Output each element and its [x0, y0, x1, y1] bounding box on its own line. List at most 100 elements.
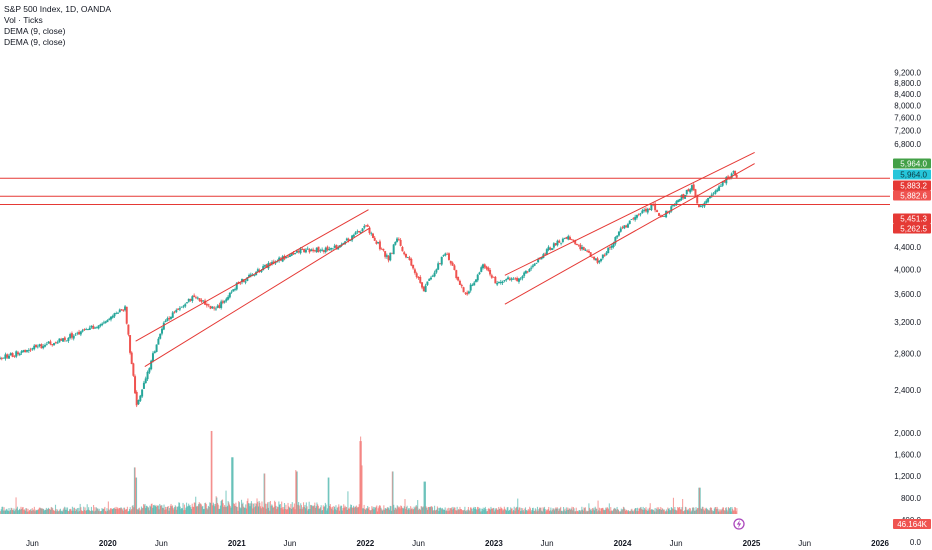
volume-bar	[425, 506, 427, 514]
volume-bar	[462, 510, 464, 514]
candle	[67, 337, 70, 341]
volume-bar	[727, 511, 729, 514]
volume-bar	[601, 508, 603, 514]
legend-dema-2[interactable]: DEMA (9, close)	[4, 37, 66, 47]
volume-bar	[608, 503, 610, 514]
candle	[36, 346, 39, 348]
volume-bar	[403, 506, 405, 514]
volume-bar	[669, 510, 671, 514]
volume-bar	[74, 511, 76, 514]
volume-bar	[580, 510, 582, 514]
volume-bar	[636, 511, 638, 514]
candle	[648, 208, 651, 210]
volume-bar	[333, 506, 336, 514]
volume-bar	[61, 510, 63, 514]
volume-bar	[695, 507, 697, 514]
price-axis[interactable]: 9,200.08,800.08,400.08,000.07,600.07,200…	[894, 69, 921, 547]
candle	[253, 275, 256, 277]
volume-bar	[104, 506, 106, 514]
volume-bar	[729, 507, 732, 514]
candle	[490, 275, 493, 278]
candle	[359, 231, 362, 234]
time-axis-label: Jun	[412, 539, 425, 548]
volume-bar	[200, 504, 202, 514]
volume-bar	[181, 508, 183, 514]
candle	[321, 249, 324, 251]
volume-bar	[176, 506, 178, 514]
time-axis[interactable]: Jun 2020 Jun 2021 Jun 2022 Jun 2023 Jun 2024 Jun 20…	[26, 539, 890, 548]
volume-bar	[134, 467, 136, 514]
volume-bar	[58, 510, 60, 514]
volume-bar	[52, 510, 54, 514]
volume-bar	[306, 506, 308, 514]
volume-bar	[520, 511, 522, 514]
volume-bar	[26, 511, 28, 514]
volume-bar	[209, 502, 211, 514]
candle	[639, 213, 642, 215]
volume-bar	[384, 509, 386, 514]
legend-symbol[interactable]: S&P 500 Index, 1D, OANDA	[4, 4, 112, 14]
candle	[256, 269, 259, 272]
candle	[295, 250, 298, 253]
volume-bar	[346, 509, 348, 514]
volume-bar	[102, 508, 104, 514]
candle	[330, 247, 333, 250]
volume-bar	[525, 510, 527, 514]
candle	[535, 262, 538, 264]
candle	[582, 247, 585, 250]
volume-bar	[339, 506, 341, 514]
candle	[151, 353, 154, 362]
volume-bar	[727, 507, 729, 514]
volume-bar	[211, 430, 213, 514]
volume-bar	[283, 506, 285, 514]
volume-bar	[687, 510, 689, 514]
candle	[194, 297, 197, 299]
legend-volume[interactable]: Vol · Ticks	[4, 15, 43, 25]
volume-bar	[363, 504, 365, 514]
volume-bar	[75, 508, 77, 514]
volume-bar	[662, 508, 664, 514]
volume-bar	[549, 510, 551, 514]
candle	[455, 270, 458, 279]
volume-bar	[390, 506, 392, 514]
price-badge	[893, 158, 931, 169]
volume-bar	[111, 509, 113, 514]
volume-bar	[116, 508, 118, 514]
volume-bar	[94, 507, 96, 514]
volume-bar	[169, 508, 171, 514]
volume-bar	[219, 508, 221, 514]
volume-bar	[632, 511, 634, 514]
volume-bar	[539, 507, 541, 514]
volume-bar	[173, 509, 175, 514]
volume-bar	[474, 507, 477, 514]
volume-bar	[296, 471, 298, 514]
candle	[507, 277, 510, 280]
candle	[616, 235, 619, 238]
volume-bar	[579, 510, 581, 514]
candle	[308, 249, 311, 253]
volume-bar	[377, 508, 379, 514]
candle	[373, 237, 376, 241]
volume-bar	[406, 505, 408, 514]
volume-bar	[538, 509, 540, 514]
volume-bar	[397, 506, 399, 514]
volume-bar	[527, 509, 529, 514]
candle	[361, 228, 364, 232]
volume-bar	[101, 508, 103, 514]
volume-bar	[449, 508, 451, 514]
volume-bar	[436, 509, 438, 514]
volume-bar	[489, 509, 491, 514]
volume-bar	[187, 505, 189, 514]
volume-bar	[280, 508, 282, 514]
volume-bar	[215, 496, 217, 514]
volume-bar	[26, 508, 28, 514]
legend-dema-1[interactable]: DEMA (9, close)	[4, 26, 66, 36]
volume-bar	[312, 506, 314, 514]
candle	[27, 350, 30, 352]
candle	[351, 235, 354, 241]
volume-bar	[450, 507, 453, 514]
price-axis-label: 7,200.0	[894, 127, 921, 136]
price-axis-label: 1,600.0	[894, 451, 921, 460]
volume-bar	[490, 506, 492, 514]
